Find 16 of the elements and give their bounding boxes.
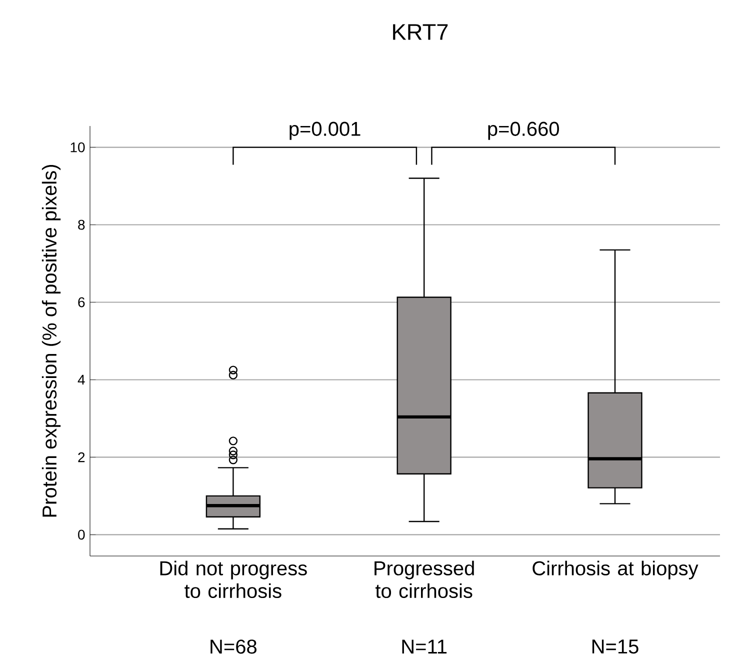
chart-title: KRT7 [393,24,448,40]
x-tick-label: Progressed to cirrhosis [374,560,474,598]
y-tick-label: 0 [78,530,85,540]
text: N=68 [210,640,256,654]
x-tick-label: Cirrhosis at biopsy [532,560,698,580]
annotation: p=0.001 [290,122,360,140]
x-tick-label: Did not progress to cirrhosis [160,560,307,598]
y-tick-label: 10 [70,142,85,152]
y-tick-label: 4 [78,374,85,385]
text: N=11 [402,640,447,654]
y-tick-label: 8 [78,220,85,230]
y-tick-label: 2 [78,452,85,462]
y-tick-label: 6 [78,297,85,308]
text: N=15 [592,640,638,654]
annotation: p=0.660 [488,122,559,140]
y-axis-title: Protein expression (% of positive pixels) [42,165,61,517]
